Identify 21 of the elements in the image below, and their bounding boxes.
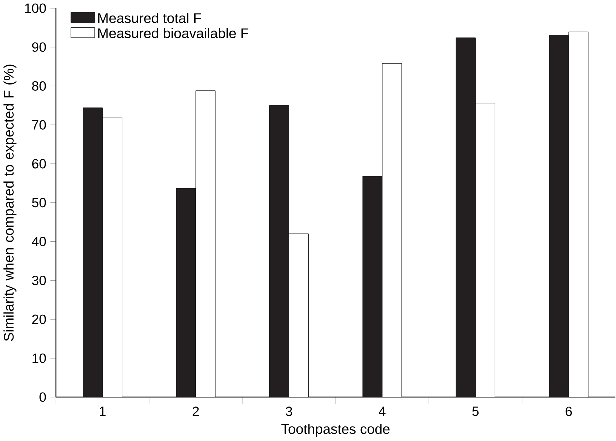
y-tick-label: 40 — [32, 237, 46, 247]
x-tick-label: 6 — [566, 407, 572, 416]
y-axis-title: Similarity when compared to expected F (%) — [4, 65, 17, 342]
y-tick-label: 60 — [32, 159, 46, 169]
x-tick-label: 1 — [100, 407, 106, 416]
y-tick-label: 0 — [40, 392, 46, 402]
y-tick-label: 80 — [32, 82, 46, 92]
y-tick-label: 50 — [32, 198, 46, 208]
y-tick-label: 90 — [32, 42, 46, 52]
legend-label: Measured bioavailable F — [98, 28, 249, 39]
y-tick-label: 100 — [25, 4, 46, 14]
y-tick-label: 30 — [32, 276, 46, 286]
x-tick-label: 3 — [286, 407, 292, 416]
y-tick-label: 20 — [32, 314, 46, 324]
y-tick-label: 70 — [32, 120, 46, 130]
x-tick-label: 5 — [472, 407, 479, 416]
x-tick-label: 2 — [192, 407, 200, 416]
x-tick-label: 4 — [379, 407, 386, 416]
x-axis-title: Toothpastes code — [282, 424, 390, 438]
legend-label: Measured total F — [98, 13, 202, 24]
y-tick-label: 10 — [32, 354, 46, 364]
